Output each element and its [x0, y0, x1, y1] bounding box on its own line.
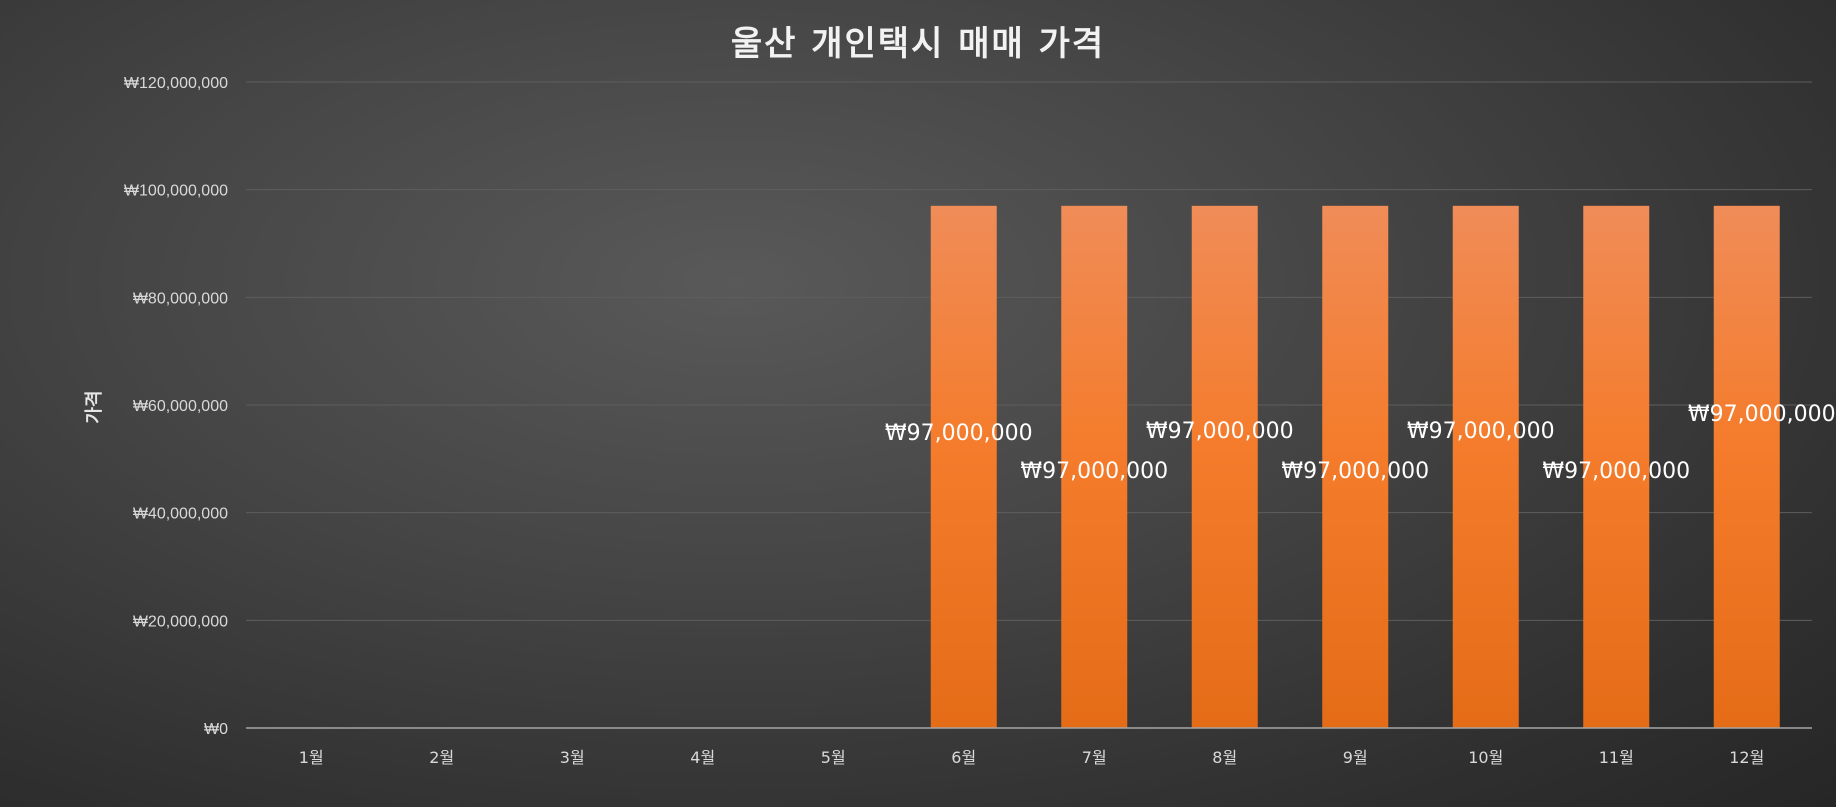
y-tick-label: ₩80,000,000	[133, 290, 228, 307]
x-tick-label: 4월	[690, 748, 715, 767]
data-label: ₩97,000,000	[885, 421, 1033, 446]
y-tick-label: ₩0	[204, 721, 228, 738]
data-label: ₩97,000,000	[1542, 459, 1690, 484]
y-tick-label: ₩100,000,000	[124, 183, 228, 200]
x-tick-label: 10월	[1468, 748, 1503, 767]
data-label: ₩97,000,000	[1281, 459, 1429, 484]
bar	[1191, 205, 1258, 729]
y-axis-label: 가격	[84, 390, 105, 423]
y-tick-label: ₩120,000,000	[124, 75, 228, 92]
bar	[1452, 205, 1519, 729]
x-tick-label: 6월	[951, 748, 976, 767]
y-tick-label: ₩20,000,000	[133, 613, 228, 630]
bar	[1583, 205, 1650, 729]
bar	[1322, 205, 1389, 729]
y-axis-ticks: ₩0 ₩20,000,000 ₩40,000,000 ₩60,000,000 ₩80,0…	[124, 75, 228, 738]
x-tick-label: 2월	[429, 748, 454, 767]
x-tick-label: 12월	[1729, 748, 1764, 767]
x-tick-label: 11월	[1599, 748, 1634, 767]
chart-title: 울산 개인택시 매매 가격	[731, 24, 1105, 64]
bar	[1061, 205, 1128, 729]
y-tick-label: ₩60,000,000	[133, 398, 228, 415]
data-label: ₩97,000,000	[1688, 402, 1836, 427]
x-tick-label: 5월	[821, 748, 846, 767]
x-tick-label: 1월	[299, 748, 324, 767]
x-tick-label: 3월	[560, 748, 585, 767]
data-labels: ₩97,000,000 ₩97,000,000 ₩97,000,000 ₩97,000…	[885, 402, 1836, 484]
x-tick-label: 7월	[1082, 748, 1107, 767]
x-tick-label: 9월	[1343, 748, 1368, 767]
bar	[1713, 205, 1780, 729]
data-label: ₩97,000,000	[1407, 419, 1555, 444]
y-tick-label: ₩40,000,000	[133, 506, 228, 523]
data-label: ₩97,000,000	[1020, 459, 1168, 484]
bars	[930, 205, 1780, 729]
x-tick-label: 8월	[1212, 748, 1237, 767]
gridlines	[246, 81, 1812, 621]
bar	[930, 205, 997, 729]
x-axis-ticks: 1월 2월 3월 4월 5월 6월 7월 8월 9월 10월 11월 12월	[299, 748, 1765, 767]
data-label: ₩97,000,000	[1146, 419, 1294, 444]
